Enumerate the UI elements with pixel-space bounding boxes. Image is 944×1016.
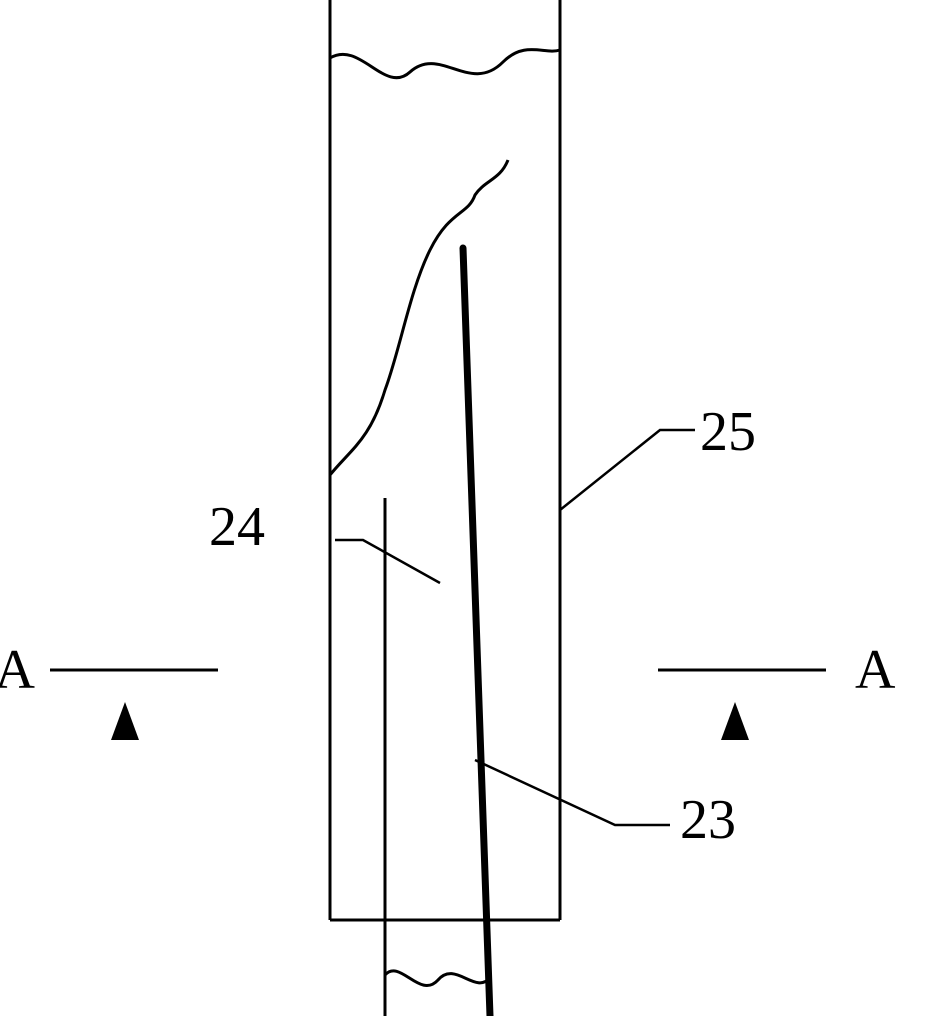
section-arrow-left — [111, 702, 139, 740]
label-23: 23 — [680, 789, 736, 851]
leader-23 — [475, 760, 670, 825]
inner-break-curve — [330, 160, 508, 475]
leader-24 — [335, 540, 440, 583]
label-25: 25 — [700, 401, 756, 463]
leader-25 — [560, 430, 695, 510]
label-A-right: A — [855, 639, 896, 701]
section-arrow-right — [721, 702, 749, 740]
label-24: 24 — [209, 496, 265, 558]
label-A-left: A — [0, 639, 36, 701]
top-break-line — [330, 50, 560, 78]
inner-tube-right-thick — [463, 248, 490, 1016]
diagram-root: A A 23 24 25 — [0, 0, 896, 1016]
inner-bottom-break — [385, 971, 490, 986]
